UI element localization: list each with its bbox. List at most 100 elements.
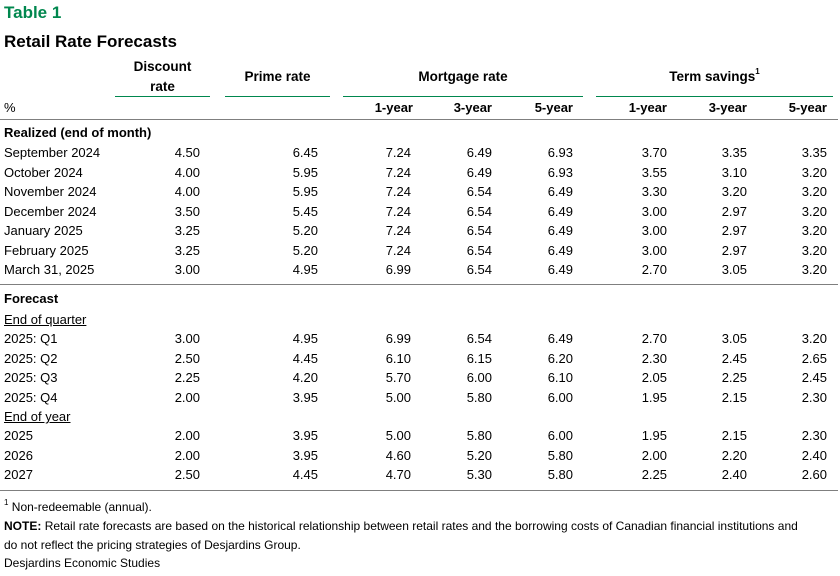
subheader-savings-5y: 5-year bbox=[788, 100, 827, 115]
cell-savings-3y: 2.40 bbox=[721, 467, 747, 482]
cell-savings-5y: 3.20 bbox=[801, 223, 827, 238]
cell-savings-3y: 2.97 bbox=[721, 223, 747, 238]
cell-prime: 5.45 bbox=[292, 203, 318, 219]
unit-label: % bbox=[4, 100, 16, 115]
cell-savings-1y: 2.25 bbox=[641, 467, 667, 482]
cell-mortgage-3y: 5.30 bbox=[466, 467, 492, 482]
header-discount-line2: rate bbox=[150, 79, 175, 94]
row-label: November 2024 bbox=[4, 184, 97, 199]
footnote-text: Non-redeemable (annual). bbox=[11, 500, 152, 514]
cell-savings-1y: 2.30 bbox=[641, 350, 667, 366]
cell-prime: 4.45 bbox=[292, 467, 318, 482]
table-label: Table 1 bbox=[4, 3, 62, 22]
cell-mortgage-5y: 6.49 bbox=[547, 331, 573, 346]
section-realized: Realized (end of month) bbox=[4, 125, 152, 140]
cell-mortgage-5y: 6.49 bbox=[547, 223, 573, 238]
cell-savings-3y: 2.45 bbox=[721, 350, 747, 366]
cell-mortgage-5y: 6.49 bbox=[547, 203, 573, 219]
cell-mortgage-1y: 6.99 bbox=[385, 262, 411, 277]
section-forecast: Forecast bbox=[4, 291, 59, 306]
footnote-marker: 1 bbox=[4, 498, 9, 507]
cell-savings-5y: 2.65 bbox=[801, 350, 827, 366]
cell-mortgage-1y: 7.24 bbox=[385, 184, 411, 199]
cell-savings-3y: 3.35 bbox=[721, 145, 747, 160]
row-label: March 31, 2025 bbox=[4, 262, 95, 277]
cell-savings-5y: 3.35 bbox=[801, 145, 827, 160]
cell-savings-1y: 1.95 bbox=[641, 428, 667, 443]
cell-savings-5y: 3.20 bbox=[801, 164, 827, 180]
cell-mortgage-1y: 7.24 bbox=[385, 164, 411, 180]
note-line-1: NOTE: Retail rate forecasts are based on… bbox=[4, 519, 798, 533]
cell-mortgage-1y: 6.10 bbox=[385, 350, 411, 366]
header-underline-term-savings bbox=[596, 96, 833, 97]
cell-mortgage-5y: 5.80 bbox=[547, 447, 573, 463]
cell-savings-5y: 2.30 bbox=[801, 428, 827, 443]
cell-mortgage-1y: 4.70 bbox=[385, 467, 411, 482]
cell-mortgage-1y: 5.00 bbox=[385, 428, 411, 443]
cell-discount: 2.25 bbox=[174, 370, 200, 385]
cell-mortgage-5y: 6.93 bbox=[547, 145, 573, 160]
cell-mortgage-3y: 6.54 bbox=[466, 262, 492, 277]
cell-mortgage-5y: 6.49 bbox=[547, 242, 573, 258]
cell-mortgage-5y: 6.00 bbox=[547, 428, 573, 443]
header-term-savings-label: Term savings bbox=[669, 69, 756, 84]
cell-mortgage-3y: 6.49 bbox=[466, 164, 492, 180]
cell-mortgage-5y: 6.49 bbox=[547, 184, 573, 199]
cell-discount: 2.50 bbox=[174, 350, 200, 366]
cell-prime: 5.95 bbox=[292, 164, 318, 180]
note-line-2: do not reflect the pricing strategies of… bbox=[4, 538, 301, 552]
cell-prime: 4.20 bbox=[292, 370, 318, 385]
table-bottom-rule bbox=[0, 490, 838, 491]
cell-discount: 3.25 bbox=[174, 242, 200, 258]
cell-mortgage-1y: 5.00 bbox=[385, 389, 411, 405]
row-label: 2025: Q3 bbox=[4, 370, 58, 385]
subheader-savings-3y: 3-year bbox=[708, 100, 747, 115]
row-label: February 2025 bbox=[4, 242, 89, 258]
cell-mortgage-1y: 7.24 bbox=[385, 223, 411, 238]
subheader-savings-1y: 1-year bbox=[628, 100, 667, 115]
footnote: 1 Non-redeemable (annual). bbox=[4, 498, 152, 514]
cell-savings-5y: 2.60 bbox=[801, 467, 827, 482]
cell-savings-5y: 3.20 bbox=[801, 184, 827, 199]
cell-savings-5y: 2.40 bbox=[801, 447, 827, 463]
cell-discount: 2.00 bbox=[174, 428, 200, 443]
cell-mortgage-5y: 6.00 bbox=[547, 389, 573, 405]
cell-savings-1y: 2.00 bbox=[641, 447, 667, 463]
cell-savings-3y: 3.20 bbox=[721, 184, 747, 199]
cell-savings-1y: 2.05 bbox=[641, 370, 667, 385]
cell-mortgage-3y: 6.15 bbox=[466, 350, 492, 366]
cell-savings-3y: 2.15 bbox=[721, 428, 747, 443]
cell-mortgage-1y: 4.60 bbox=[385, 447, 411, 463]
cell-mortgage-1y: 6.99 bbox=[385, 331, 411, 346]
header-prime-rate: Prime rate bbox=[244, 69, 311, 84]
cell-discount: 4.00 bbox=[174, 184, 200, 199]
cell-mortgage-1y: 7.24 bbox=[385, 145, 411, 160]
cell-savings-1y: 2.70 bbox=[641, 331, 667, 346]
row-label: 2025: Q1 bbox=[4, 331, 58, 346]
header-underline-mortgage bbox=[343, 96, 583, 97]
cell-prime: 5.20 bbox=[292, 223, 318, 238]
row-label: October 2024 bbox=[4, 164, 83, 180]
subheader-mortgage-5y: 5-year bbox=[534, 100, 573, 115]
cell-savings-5y: 3.20 bbox=[801, 242, 827, 258]
source: Desjardins Economic Studies bbox=[4, 556, 161, 570]
cell-prime: 3.95 bbox=[292, 447, 318, 463]
header-discount-line1: Discount bbox=[133, 59, 192, 74]
cell-savings-1y: 1.95 bbox=[641, 389, 667, 405]
cell-mortgage-3y: 6.54 bbox=[466, 331, 492, 346]
row-label: September 2024 bbox=[4, 145, 101, 160]
cell-mortgage-5y: 6.10 bbox=[547, 370, 573, 385]
row-label: 2025: Q4 bbox=[4, 389, 58, 405]
cell-prime: 5.20 bbox=[292, 242, 318, 258]
cell-savings-1y: 3.00 bbox=[641, 242, 667, 258]
cell-prime: 6.45 bbox=[292, 145, 318, 160]
cell-discount: 3.50 bbox=[174, 203, 200, 219]
cell-discount: 2.00 bbox=[174, 447, 200, 463]
header-underline-discount bbox=[115, 96, 210, 97]
cell-savings-3y: 2.15 bbox=[721, 389, 747, 405]
row-label: 2025 bbox=[4, 428, 33, 443]
cell-savings-5y: 2.45 bbox=[801, 370, 827, 385]
note-text-1: Retail rate forecasts are based on the h… bbox=[44, 519, 798, 533]
cell-savings-3y: 3.05 bbox=[721, 331, 747, 346]
cell-mortgage-1y: 7.24 bbox=[385, 203, 411, 219]
